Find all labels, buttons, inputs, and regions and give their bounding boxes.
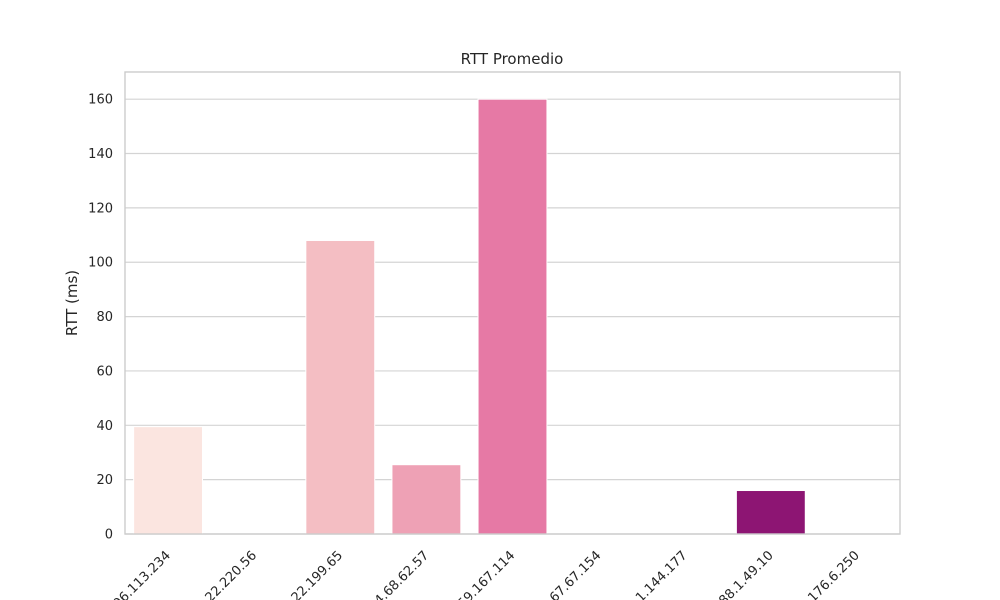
y-tick-label: 100 — [88, 256, 113, 271]
x-tick-label: 4.68.62.57 — [372, 548, 432, 600]
y-tick-label: 80 — [96, 310, 113, 325]
y-tick-labels: 0 20 40 60 80 100 120 140 160 — [88, 93, 113, 543]
x-tick-label: .22.199.65 — [286, 548, 346, 600]
x-tick-label: .176.6.250 — [802, 548, 862, 600]
y-tick-label: 40 — [96, 419, 113, 434]
x-tick-labels: 106.113.234 .22.220.56 .22.199.65 4.68.62.5… — [105, 548, 863, 600]
x-tick-label: .67.67.154 — [544, 548, 604, 600]
bar-2 — [305, 239, 376, 535]
bars — [133, 98, 806, 535]
bar-3 — [391, 464, 462, 535]
x-tick-label: .22.220.56 — [200, 548, 260, 600]
y-tick-label: 120 — [88, 201, 113, 216]
chart-title: RTT Promedio — [461, 50, 564, 68]
y-tick-label: 20 — [96, 473, 113, 488]
x-tick-label: 59.167.114 — [455, 548, 518, 600]
x-tick-label: .1.144.177 — [630, 548, 690, 600]
bar-0 — [133, 426, 203, 535]
x-tick-label: 106.113.234 — [105, 548, 174, 600]
bar-7 — [735, 490, 806, 535]
y-axis-label: RTT (ms) — [63, 270, 81, 336]
bar-4 — [477, 98, 548, 535]
plot-frame — [124, 71, 901, 535]
y-tick-label: 140 — [88, 147, 113, 162]
y-tick-label: 160 — [88, 93, 113, 108]
y-tick-label: 0 — [105, 528, 113, 543]
y-tick-label: 60 — [96, 364, 113, 379]
x-tick-label: 88.1.49.10 — [716, 548, 776, 600]
